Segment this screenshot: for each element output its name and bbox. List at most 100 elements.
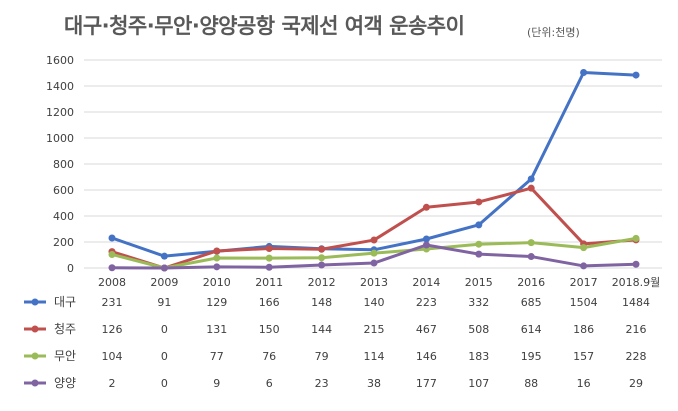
x-tick-label: 2015: [465, 276, 493, 289]
data-label: 166: [259, 296, 280, 309]
x-tick-label: 2008: [98, 276, 126, 289]
data-label: 508: [468, 323, 489, 336]
y-tick-label: 600: [53, 184, 74, 197]
data-label: 29: [629, 377, 643, 390]
legend-marker: [31, 379, 39, 387]
data-label: 114: [364, 350, 385, 363]
data-label: 216: [626, 323, 647, 336]
data-point: [370, 259, 378, 267]
x-tick-label: 2010: [203, 276, 231, 289]
data-label: 131: [206, 323, 227, 336]
x-tick-label: 2018.9월: [612, 276, 661, 289]
x-tick-label: 2014: [412, 276, 440, 289]
chart-title: 대구·청주·무안·양양공항 국제선 여객 운송추이: [64, 14, 465, 38]
data-label: 685: [521, 296, 542, 309]
y-tick-label: 400: [53, 210, 74, 223]
data-point: [580, 244, 588, 252]
gridlines: [84, 59, 662, 269]
legend-marker: [31, 298, 39, 306]
data-label: 0: [161, 350, 168, 363]
data-label: 157: [573, 350, 594, 363]
data-point: [265, 245, 273, 252]
data-point: [108, 264, 116, 272]
data-label: 91: [157, 296, 171, 309]
data-point: [213, 254, 221, 262]
series-lines: [108, 68, 640, 272]
data-point: [475, 198, 483, 206]
x-tick-label: 2012: [308, 276, 336, 289]
legend-marker: [31, 352, 39, 360]
data-label: 23: [315, 377, 329, 390]
data-point: [370, 236, 378, 244]
data-point: [632, 260, 640, 268]
data-label: 126: [102, 323, 123, 336]
data-point: [318, 254, 326, 262]
y-tick-label: 1600: [46, 54, 74, 67]
data-point: [422, 241, 430, 249]
data-label: 0: [161, 323, 168, 336]
data-point: [527, 184, 535, 192]
x-tick-label: 2009: [150, 276, 178, 289]
data-label: 77: [210, 350, 224, 363]
data-point: [160, 252, 168, 260]
data-label: 183: [468, 350, 489, 363]
data-point: [632, 234, 640, 242]
data-label: 223: [416, 296, 437, 309]
data-label: 467: [416, 323, 437, 336]
data-point: [475, 221, 483, 229]
data-point: [475, 250, 483, 258]
data-label: 76: [262, 350, 276, 363]
data-point: [160, 264, 168, 272]
data-label: 140: [364, 296, 385, 309]
legend-label: 무안: [54, 349, 76, 363]
data-label: 148: [311, 296, 332, 309]
y-tick-label: 1400: [46, 80, 74, 93]
data-label: 332: [468, 296, 489, 309]
data-point: [580, 68, 588, 76]
data-label: 16: [577, 377, 591, 390]
data-point: [318, 245, 326, 253]
data-label: 186: [573, 323, 594, 336]
data-label: 231: [102, 296, 123, 309]
data-label: 1484: [622, 296, 650, 309]
data-label: 614: [521, 323, 542, 336]
data-point: [108, 234, 116, 242]
data-label: 38: [367, 377, 381, 390]
data-label: 150: [259, 323, 280, 336]
y-axis-ticks: 0 200 400 600 800 1000 1200 1400 1600: [46, 54, 74, 275]
y-tick-label: 0: [67, 262, 74, 275]
data-label: 228: [626, 350, 647, 363]
x-tick-label: 2017: [570, 276, 598, 289]
data-label: 107: [468, 377, 489, 390]
x-tick-label: 2013: [360, 276, 388, 289]
data-point: [527, 239, 535, 247]
y-tick-label: 1200: [46, 106, 74, 119]
data-point: [265, 254, 273, 262]
legend-label: 양양: [54, 376, 76, 390]
x-axis-ticks: 2008 2009 2010 2011 2012 2013 2014 2015 2016 2017…: [98, 276, 660, 289]
data-label: 79: [315, 350, 329, 363]
data-point: [422, 203, 430, 211]
y-tick-label: 200: [53, 236, 74, 249]
y-tick-label: 800: [53, 158, 74, 171]
data-point: [527, 175, 535, 183]
unit-label: (단위:천명): [527, 26, 580, 39]
data-point: [370, 249, 378, 257]
data-label: 2: [109, 377, 116, 390]
data-label: 195: [521, 350, 542, 363]
data-label: 146: [416, 350, 437, 363]
data-point: [632, 71, 640, 79]
data-point: [213, 263, 221, 271]
data-label: 215: [364, 323, 385, 336]
data-label: 144: [311, 323, 332, 336]
data-label: 0: [161, 377, 168, 390]
data-label: 177: [416, 377, 437, 390]
x-tick-label: 2011: [255, 276, 283, 289]
data-point: [580, 262, 588, 270]
data-label: 6: [266, 377, 273, 390]
data-point: [475, 240, 483, 248]
legend-marker: [31, 325, 39, 333]
legend-label: 청주: [54, 322, 76, 336]
